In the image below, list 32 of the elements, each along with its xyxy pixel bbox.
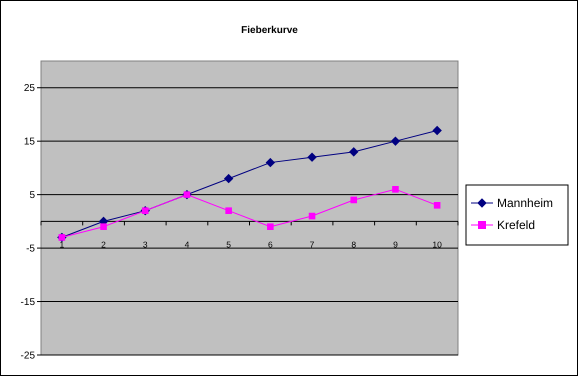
point	[349, 147, 358, 156]
y-tick-label: 15	[24, 136, 36, 148]
legend-label: Mannheim	[497, 196, 554, 210]
point	[225, 207, 232, 214]
x-tick-label: 3	[142, 239, 148, 250]
x-tick-label: 2	[101, 239, 106, 250]
point	[434, 202, 440, 209]
point	[224, 174, 234, 184]
point	[308, 212, 316, 220]
x-tick-label: 8	[351, 239, 356, 250]
x-tick-label: 7	[310, 239, 315, 250]
point	[100, 223, 107, 230]
point	[432, 126, 442, 135]
y-tick-label: -25	[20, 350, 36, 362]
point	[308, 152, 317, 162]
point	[392, 186, 399, 193]
x-tick-label: 4	[184, 239, 190, 250]
y-tick-label: 25	[24, 83, 36, 94]
point	[267, 223, 274, 230]
point	[350, 196, 358, 204]
y-tick-label: 5	[29, 190, 36, 202]
point	[266, 158, 275, 168]
x-tick-label: 6	[268, 239, 273, 250]
x-tick-label: 9	[393, 239, 398, 250]
point	[390, 136, 400, 146]
legend-label: Krefeld	[497, 218, 536, 232]
y-tick-label: -15	[20, 297, 36, 308]
y-tick-label: -5	[26, 244, 36, 255]
x-tick-label: 5	[226, 239, 232, 250]
x-tick-label: 10	[432, 239, 442, 250]
chart-title: Fieberkurve	[241, 25, 298, 36]
x-tick-label: 1	[59, 239, 64, 250]
